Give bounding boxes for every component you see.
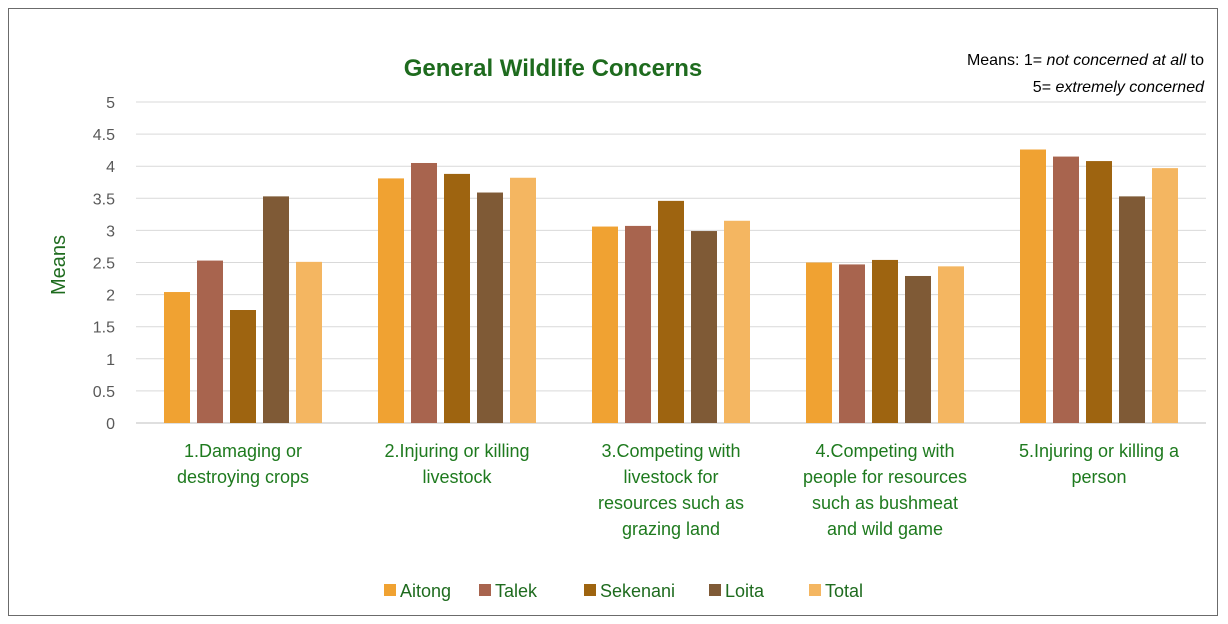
y-tick-label: 4 xyxy=(106,159,115,176)
legend-swatch-loita xyxy=(709,584,721,596)
x-category-label: 2.Injuring or killing livestock xyxy=(384,441,529,487)
bar-talek-2 xyxy=(411,162,437,424)
bar-total-1 xyxy=(296,261,322,423)
bar-sekenani-2 xyxy=(444,173,470,423)
bar-total-2 xyxy=(510,177,536,423)
bar-total-5 xyxy=(1152,168,1178,423)
bar-loita-1 xyxy=(263,196,289,423)
y-tick-label: 4.5 xyxy=(93,127,115,144)
x-category-label: 3.Competing with livestock for resources s… xyxy=(598,441,744,539)
bars xyxy=(164,149,1178,424)
legend-label-aitong: Aitong xyxy=(400,581,451,601)
legend: Aitong Talek Sekenani Loita Total xyxy=(384,581,863,601)
y-tick-label: 1.5 xyxy=(93,320,115,337)
x-category-label: 4.Competing with people for resources such… xyxy=(803,441,967,539)
bar-aitong-2 xyxy=(378,178,404,423)
chart-title: General Wildlife Concerns xyxy=(404,55,703,82)
bar-total-4 xyxy=(938,266,964,423)
y-tick-label: 1 xyxy=(106,352,115,369)
bar-talek-5 xyxy=(1053,156,1079,423)
bar-loita-3 xyxy=(691,231,717,423)
legend-swatch-sekenani xyxy=(584,584,596,596)
bar-loita-2 xyxy=(477,192,503,423)
bar-aitong-4 xyxy=(806,262,832,423)
scale-note-line2: 5= extremely concerned xyxy=(1033,79,1205,96)
legend-label-total: Total xyxy=(825,581,863,601)
bar-aitong-1 xyxy=(164,292,190,423)
bar-talek-1 xyxy=(197,260,223,423)
y-axis-label: Means xyxy=(48,235,70,295)
scale-note-line1: Means: 1= not concerned at all to xyxy=(967,52,1204,69)
y-tick-label: 3.5 xyxy=(93,191,115,208)
bar-sekenani-3 xyxy=(658,200,684,423)
x-category-label: 5.Injuring or killing a person xyxy=(1019,441,1180,487)
legend-label-loita: Loita xyxy=(725,581,765,601)
legend-swatch-total xyxy=(809,584,821,596)
bar-chart: 0 0.5 1 1.5 2 2.5 3 3.5 4 4.5 5 1.Damaging or destro… xyxy=(48,52,1206,601)
legend-label-sekenani: Sekenani xyxy=(600,581,675,601)
bar-sekenani-1 xyxy=(230,310,256,423)
bar-loita-5 xyxy=(1119,196,1145,423)
bar-total-3 xyxy=(724,220,750,423)
y-tick-label: 2 xyxy=(106,288,115,305)
axes: 0 0.5 1 1.5 2 2.5 3 3.5 4 4.5 5 1.Damaging or destro… xyxy=(93,95,1180,539)
legend-label-talek: Talek xyxy=(495,581,538,601)
bar-loita-4 xyxy=(905,275,931,423)
y-tick-label: 3 xyxy=(106,223,115,240)
y-tick-label: 0.5 xyxy=(93,384,115,401)
y-tick-label: 2.5 xyxy=(93,256,115,273)
bar-aitong-5 xyxy=(1020,149,1046,423)
bar-talek-4 xyxy=(839,264,865,423)
bar-aitong-3 xyxy=(592,226,618,423)
legend-swatch-aitong xyxy=(384,584,396,596)
y-tick-label: 0 xyxy=(106,416,115,433)
y-tick-label: 5 xyxy=(106,95,115,112)
bar-talek-3 xyxy=(625,225,651,423)
legend-swatch-talek xyxy=(479,584,491,596)
chart-frame: 0 0.5 1 1.5 2 2.5 3 3.5 4 4.5 5 1.Damaging or destro… xyxy=(8,8,1218,616)
bar-sekenani-5 xyxy=(1086,161,1112,423)
x-category-label: 1.Damaging or destroying crops xyxy=(177,441,309,487)
bar-sekenani-4 xyxy=(872,259,898,423)
